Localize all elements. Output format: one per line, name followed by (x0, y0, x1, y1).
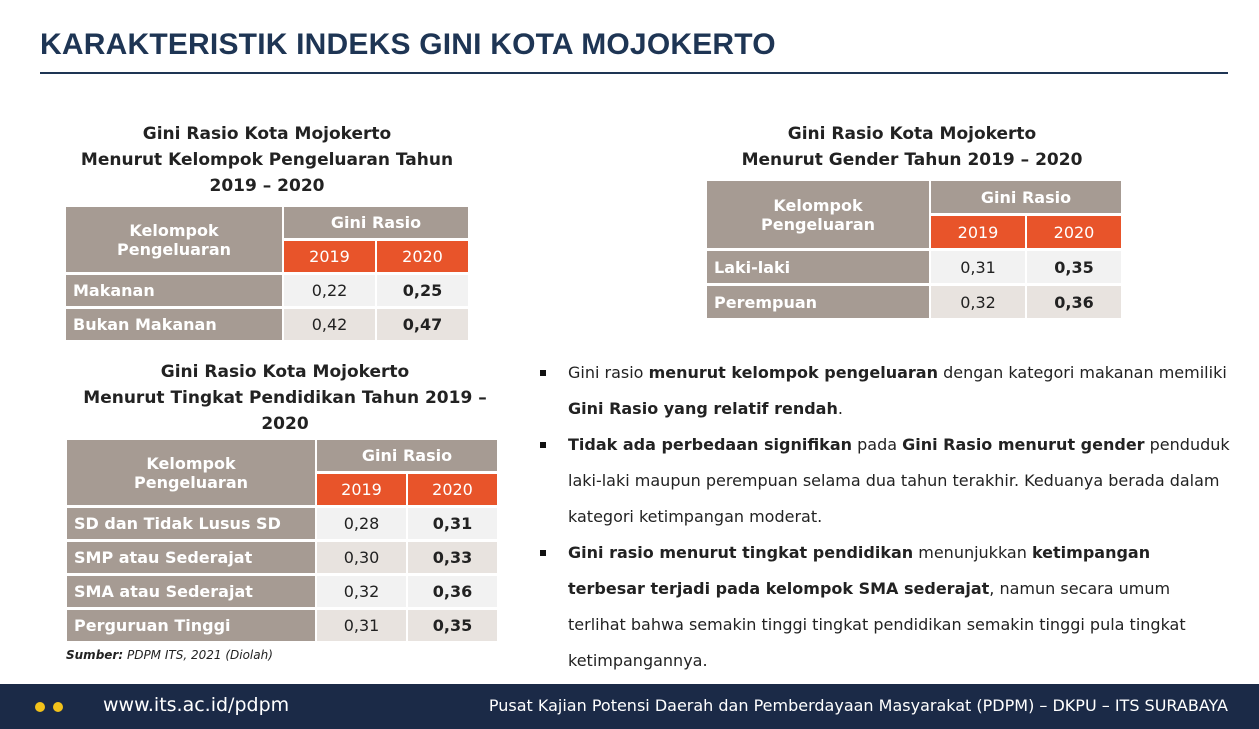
value-cell: 0,32 (317, 576, 406, 607)
bullet-text: menunjukkan (913, 543, 1032, 562)
value-cell: 0,31 (931, 251, 1025, 283)
row-label: Perempuan (707, 286, 929, 318)
table-title-line: Gini Rasio Kota Mojokerto (160, 362, 410, 382)
value-cell: 0,33 (408, 542, 497, 573)
value-cell: 0,32 (931, 286, 1025, 318)
bullet-text: , namun secara umum terlihat bahwa semak… (568, 579, 1186, 670)
footer-dot (35, 702, 45, 712)
value-cell: 0,22 (284, 275, 375, 306)
table-title: Gini Rasio Kota Mojokerto Menurut Kelompo… (17, 121, 517, 199)
year-header: 2019 (931, 216, 1025, 248)
bullet-text: dengan kategori makanan memiliki (937, 363, 1227, 382)
row-label: Makanan (66, 275, 282, 306)
year-header: 2020 (377, 241, 468, 272)
bullet-text: menurut kelompok pengeluaran (648, 363, 938, 382)
row-label: SMP atau Sederajat (67, 542, 315, 573)
row-label: Laki-laki (707, 251, 929, 283)
group-header: Gini Rasio (931, 181, 1121, 213)
bullet-text: Gini Rasio menurut gender (902, 435, 1145, 454)
bullet-text: Gini rasio (568, 363, 649, 382)
bullet-text: Tidak ada perbedaan signifikan (568, 435, 853, 454)
row-label: Bukan Makanan (66, 309, 282, 340)
bullet-text: pada (852, 435, 903, 454)
row-label: Perguruan Tinggi (67, 610, 315, 641)
value-cell: 0,31 (408, 508, 497, 539)
value-cell: 0,28 (317, 508, 406, 539)
bullet-list: Gini rasio menurut kelompok pengeluaran … (540, 355, 1230, 679)
table-title: Gini Rasio Kota Mojokerto Menurut Gender … (662, 121, 1162, 173)
source-label: Sumber: (66, 648, 124, 662)
slide-title: KARAKTERISTIK INDEKS GINI KOTA MOJOKERTO (40, 28, 776, 61)
table-title-line: 2019 – 2020 (209, 176, 325, 196)
footer-dot (53, 702, 63, 712)
value-cell: 0,25 (377, 275, 468, 306)
table-title-line: Gini Rasio Kota Mojokerto (787, 124, 1037, 144)
footer-organization: Pusat Kajian Potensi Daerah dan Pemberda… (488, 696, 1228, 715)
footer-url: www.its.ac.id/pdpm (103, 694, 290, 716)
bullet-text: Gini Rasio yang relatif rendah (568, 399, 838, 418)
bullet-text: Gini rasio menurut tingkat pendidikan (568, 543, 914, 562)
value-cell: 0,42 (284, 309, 375, 340)
group-header: Gini Rasio (284, 207, 468, 238)
row-label: SMA atau Sederajat (67, 576, 315, 607)
bullet-text: ketimpangan terbesar terjadi pada kelomp… (568, 543, 1151, 598)
value-cell: 0,31 (317, 610, 406, 641)
bullet-item: Gini rasio menurut tingkat pendidikan me… (540, 535, 1230, 679)
table-title: Gini Rasio Kota Mojokerto Menurut Tingkat… (35, 359, 535, 437)
year-header: 2020 (1027, 216, 1121, 248)
group-header: Gini Rasio (317, 440, 497, 471)
value-cell: 0,36 (408, 576, 497, 607)
year-header: 2019 (284, 241, 375, 272)
bullet-item: Gini rasio menurut kelompok pengeluaran … (540, 355, 1230, 427)
row-header: Kelompok Pengeluaran (67, 440, 315, 505)
row-header: Kelompok Pengeluaran (66, 207, 282, 272)
value-cell: 0,30 (317, 542, 406, 573)
title-rule (40, 72, 1228, 74)
footer-bar (0, 684, 1259, 729)
table-title-line: Menurut Gender Tahun 2019 – 2020 (741, 150, 1083, 170)
bullet-item: Tidak ada perbedaan signifikan pada Gini… (540, 427, 1230, 535)
row-label: SD dan Tidak Lusus SD (67, 508, 315, 539)
bullet-text: . (837, 399, 843, 418)
value-cell: 0,36 (1027, 286, 1121, 318)
bullet-text: penduduk laki-laki maupun perempuan sela… (568, 435, 1230, 526)
value-cell: 0,35 (408, 610, 497, 641)
value-cell: 0,35 (1027, 251, 1121, 283)
table-title-line: 2020 (261, 414, 309, 434)
year-header: 2019 (317, 474, 406, 505)
row-header: Kelompok Pengeluaran (707, 181, 929, 248)
table-title-line: Menurut Tingkat Pendidikan Tahun 2019 – (83, 388, 487, 408)
source: Sumber: PDPM ITS, 2021 (Diolah) (66, 648, 273, 662)
table-title-line: Menurut Kelompok Pengeluaran Tahun (80, 150, 454, 170)
year-header: 2020 (408, 474, 497, 505)
source-text: PDPM ITS, 2021 (Diolah) (126, 648, 273, 662)
table-title-line: Gini Rasio Kota Mojokerto (142, 124, 392, 144)
value-cell: 0,47 (377, 309, 468, 340)
